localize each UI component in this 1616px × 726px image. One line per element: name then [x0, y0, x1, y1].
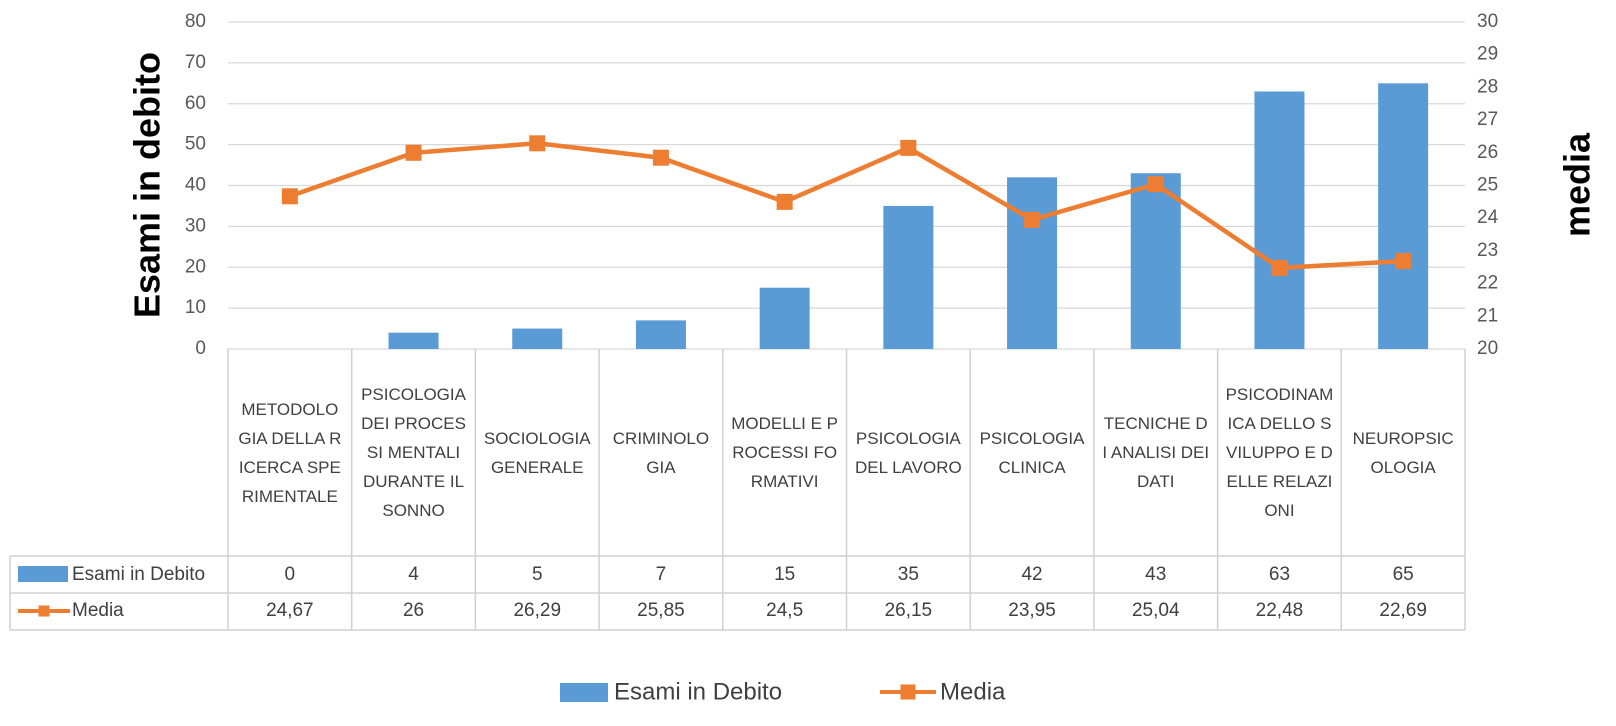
- x-tick-label: SOCIOLOGIA GENERALE: [483, 428, 591, 477]
- table-cell: 25,04: [1132, 600, 1180, 621]
- y2-tick-label: 23: [1477, 240, 1498, 261]
- legend-swatch: [900, 684, 916, 700]
- y2-tick-label: 30: [1477, 11, 1498, 32]
- legend-swatch: [18, 566, 68, 582]
- line-marker: [1271, 259, 1288, 276]
- table-cell: 22,48: [1256, 600, 1304, 621]
- bar: [512, 328, 563, 349]
- table-cell: 26,15: [885, 600, 933, 621]
- table-cell: 63: [1269, 564, 1290, 585]
- legend-swatch: [560, 683, 608, 702]
- table-cell: 65: [1393, 564, 1414, 585]
- table-cell: 4: [408, 564, 419, 585]
- bar: [388, 332, 439, 349]
- line-marker: [900, 139, 917, 156]
- y2-tick-label: 25: [1477, 175, 1498, 196]
- table-cell: 15: [774, 564, 795, 585]
- y-tick-label: 10: [185, 297, 206, 318]
- y-tick-label: 0: [195, 338, 206, 359]
- table-cell: 23,95: [1008, 600, 1056, 621]
- x-tick-label: PSICOLOGIA CLINICA: [979, 428, 1085, 477]
- y-tick-label: 50: [185, 134, 206, 155]
- y-tick-label: 40: [185, 175, 206, 196]
- x-tick-label: METODOLOGIA DELLA RICERCA SPERIMENTALE: [238, 399, 342, 506]
- table-cell: 0: [285, 564, 296, 585]
- y-tick-label: 20: [185, 256, 206, 277]
- bar: [635, 320, 686, 349]
- line: [289, 141, 1404, 271]
- table-cell: 35: [898, 564, 919, 585]
- y2-tick-label: 27: [1477, 109, 1498, 130]
- table-cell: 43: [1145, 564, 1166, 585]
- y-tick-label: 70: [185, 52, 206, 73]
- x-tick-label: PSICOLOGIA DEL LAVORO: [854, 428, 962, 477]
- bar: [883, 205, 934, 349]
- bar: [1378, 83, 1429, 349]
- y-tick-label: 80: [185, 11, 206, 32]
- x-tick-label: PSICOLOGIA DEI PROCESSI MENTALI DURANTE …: [361, 385, 466, 520]
- y2-tick-label: 26: [1477, 142, 1498, 163]
- table-cell: 24,67: [266, 600, 314, 621]
- bar: [1130, 173, 1181, 349]
- line-marker: [1024, 211, 1041, 228]
- y-axis-label: Esami in debito: [127, 52, 168, 318]
- line-marker: [1147, 176, 1164, 193]
- line-marker: [1395, 253, 1412, 270]
- table-cell: 42: [1021, 564, 1042, 585]
- line-marker: [652, 149, 669, 166]
- y2-tick-label: 21: [1477, 305, 1498, 326]
- y2-tick-label: 22: [1477, 273, 1498, 294]
- x-tick-label: NEUROPSICOLOGIA: [1352, 428, 1454, 477]
- table-cell: 26: [403, 600, 424, 621]
- table-cell: 24,5: [766, 600, 803, 621]
- table-row-label: Media: [72, 600, 124, 621]
- legend-label: Media: [940, 678, 1006, 705]
- line-marker: [405, 144, 422, 161]
- y-tick-label: 60: [185, 93, 206, 114]
- legend-swatch: [38, 605, 50, 617]
- table-cell: 7: [656, 564, 667, 585]
- table-cell: 5: [532, 564, 543, 585]
- x-tick-label: TECNICHE DI ANALISI DEI DATI: [1102, 414, 1210, 491]
- y2-tick-label: 29: [1477, 44, 1498, 65]
- x-tick-label: PSICODINAMICA DELLO SVILUPPO E DELLE REL…: [1225, 385, 1334, 520]
- line-marker: [281, 188, 298, 205]
- legend-label: Esami in Debito: [614, 678, 782, 705]
- line-marker: [776, 193, 793, 210]
- table-row-label: Esami in Debito: [72, 564, 205, 585]
- x-tick-label: CRIMINOLOGIA: [612, 428, 710, 477]
- table-cell: 26,29: [513, 600, 561, 621]
- table-cell: 22,69: [1379, 600, 1427, 621]
- bar: [1007, 177, 1058, 349]
- y-tick-label: 30: [185, 215, 206, 236]
- bar: [1254, 91, 1305, 350]
- x-tick-label: MODELLI E PROCESSI FORMATIVI: [731, 414, 839, 491]
- table-cell: 25,85: [637, 600, 685, 621]
- y2-tick-label: 28: [1477, 76, 1498, 97]
- y2-tick-label: 24: [1477, 207, 1499, 228]
- bar: [759, 287, 810, 349]
- y2-axis-label: media: [1557, 132, 1598, 237]
- line-marker: [529, 135, 546, 152]
- y2-tick-label: 20: [1477, 338, 1498, 359]
